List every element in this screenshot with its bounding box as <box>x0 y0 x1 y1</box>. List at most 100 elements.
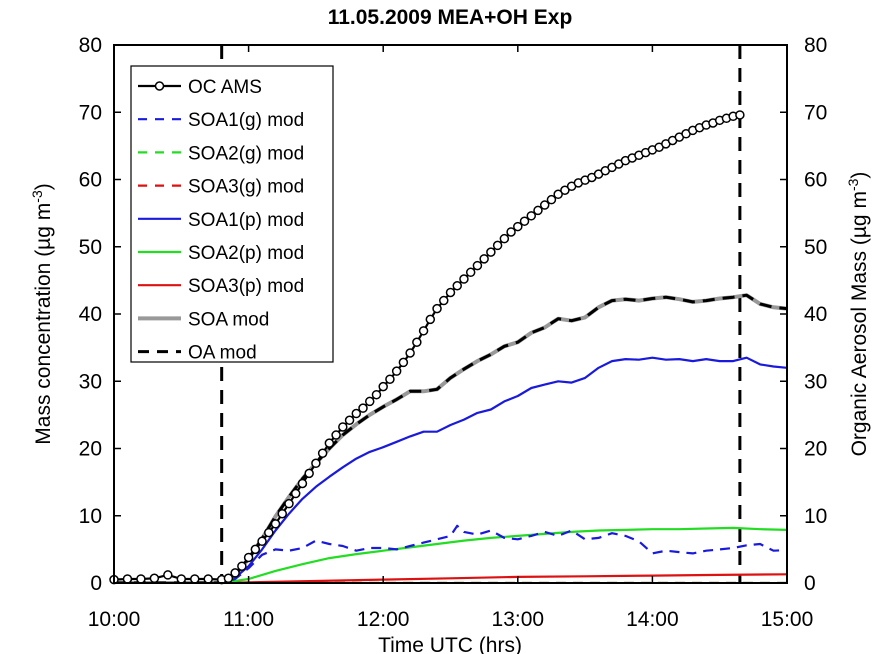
oc-ams-point <box>412 337 422 347</box>
oc-ams-point <box>270 519 281 529</box>
oc-ams-point <box>264 527 274 538</box>
oc-ams-point <box>499 233 510 244</box>
legend-label: OA mod <box>188 343 257 364</box>
y-right-tick-label: 60 <box>804 169 827 192</box>
oc-ams-point <box>358 403 368 413</box>
oc-ams-point <box>405 348 415 358</box>
vertical-marker-lines <box>220 45 742 583</box>
y-left-tick-label: 80 <box>79 34 102 57</box>
oc-ams-point <box>163 570 173 580</box>
oc-ams-point <box>331 430 341 440</box>
oc-ams-point <box>526 211 537 221</box>
oc-ams-point <box>735 110 745 120</box>
oc-ams-point <box>149 573 160 584</box>
oc-ams-point <box>304 468 314 479</box>
y-left-tick-label: 60 <box>79 169 102 192</box>
oc-ams-point <box>317 448 328 458</box>
oc-ams-point <box>546 194 557 205</box>
y-left-tick-label: 50 <box>79 236 102 259</box>
oc-ams-point <box>418 326 429 336</box>
y-left-tick-label: 0 <box>90 572 102 595</box>
x-axis-ticks: 10:00 11:00 12:00 13:00 14:00 15:00 <box>88 45 814 631</box>
y-left-tick-label: 40 <box>79 303 102 326</box>
oc-ams-point <box>351 408 362 419</box>
oc-ams-point <box>459 274 469 284</box>
legend-marker <box>154 81 165 91</box>
x-tick-label: 13:00 <box>492 608 545 631</box>
oc-ams-point <box>432 303 442 314</box>
oc-ams-point <box>533 205 543 216</box>
y-right-tick-label: 0 <box>804 572 816 595</box>
oc-ams-point <box>465 267 476 278</box>
y-left-tick-label: 70 <box>79 101 102 124</box>
oc-ams-point <box>176 574 187 584</box>
oc-ams-point <box>338 422 348 432</box>
oc-ams-point <box>560 185 570 196</box>
legend-box <box>130 65 334 363</box>
x-tick-label: 15:00 <box>761 608 814 631</box>
y-right-tick-label: 30 <box>804 370 827 393</box>
y-right-tick-label: 20 <box>804 438 827 461</box>
oc-ams-markers <box>109 110 745 585</box>
oc-ams-point <box>519 216 530 226</box>
plot-area <box>109 45 787 585</box>
legend-label: SOA2(p) mod <box>188 243 304 264</box>
oc-ams-point <box>297 478 308 489</box>
oc-ams-point <box>243 552 254 563</box>
oc-ams-point <box>391 366 402 376</box>
oc-ams-point <box>277 508 287 519</box>
oc-ams-point <box>324 438 335 448</box>
oc-ams-point <box>439 295 449 306</box>
oc-ams-point <box>290 488 301 499</box>
oc-ams-point <box>250 544 261 555</box>
legend-label: SOA2(g) mod <box>188 143 304 164</box>
y-axis-left-label: Mass concentration (µg m-3) <box>29 183 55 444</box>
oc-ams-point <box>472 260 483 271</box>
series-line-soa1-p-mod <box>114 356 787 583</box>
oc-ams-point <box>230 568 240 578</box>
x-tick-label: 11:00 <box>223 608 274 631</box>
oc-ams-point <box>257 536 267 547</box>
oc-ams-point <box>398 357 409 368</box>
oc-ams-point <box>425 314 436 325</box>
legend-label: OC AMS <box>188 77 262 98</box>
oc-ams-point <box>553 189 563 200</box>
legend-label: SOA1(p) mod <box>188 210 304 231</box>
oc-ams-point <box>378 381 388 392</box>
oc-ams-point <box>452 281 462 291</box>
oc-ams-point <box>486 247 496 257</box>
oc-ams-point <box>445 287 456 298</box>
y-right-tick-label: 10 <box>804 505 827 528</box>
oc-ams-point <box>492 240 503 251</box>
legend-label: SOA mod <box>188 309 269 330</box>
y-left-tick-label: 10 <box>79 505 102 528</box>
oc-ams-point <box>513 221 523 232</box>
y-axis-right-label: Organic Aerosol Mass (µg m-3) <box>845 172 871 457</box>
y-right-tick-label: 70 <box>804 101 827 124</box>
oc-ams-point <box>506 227 516 237</box>
oc-ams-point <box>237 561 247 571</box>
chart-title: 11.05.2009 MEA+OH Exp <box>328 6 573 29</box>
y-left-tick-label: 30 <box>79 370 102 393</box>
oc-ams-point <box>371 389 382 400</box>
oc-ams-point <box>385 374 395 384</box>
legend-label: SOA1(g) mod <box>188 110 304 131</box>
oc-ams-point <box>364 396 375 407</box>
oc-ams-point <box>479 254 489 264</box>
x-tick-label: 14:00 <box>626 608 679 631</box>
oc-ams-point <box>190 574 200 584</box>
series-line-soa2-p-mod <box>114 526 787 583</box>
oc-ams-point <box>284 498 294 509</box>
y-right-tick-label: 80 <box>804 34 827 57</box>
y-axis-left-ticks: 0 10 20 30 40 50 60 70 80 <box>79 34 121 595</box>
oc-ams-point <box>311 458 321 469</box>
oc-ams-point <box>122 574 133 584</box>
y-right-tick-label: 50 <box>804 236 827 259</box>
series-line-oa-mod <box>114 293 787 583</box>
series-line-soa1-g-mod <box>114 524 787 583</box>
oc-ams-point <box>136 574 146 584</box>
x-tick-label: 12:00 <box>357 608 410 631</box>
oc-ams-point <box>344 415 355 426</box>
y-right-tick-label: 40 <box>804 303 827 326</box>
